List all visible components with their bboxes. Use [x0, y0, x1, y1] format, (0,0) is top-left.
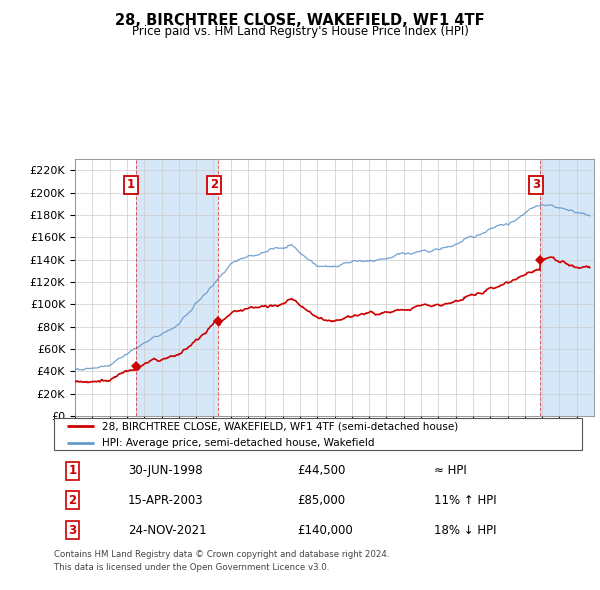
- Text: £44,500: £44,500: [297, 464, 345, 477]
- Text: 3: 3: [68, 524, 77, 537]
- Text: £85,000: £85,000: [297, 493, 345, 507]
- Text: 28, BIRCHTREE CLOSE, WAKEFIELD, WF1 4TF: 28, BIRCHTREE CLOSE, WAKEFIELD, WF1 4TF: [115, 13, 485, 28]
- Text: Contains HM Land Registry data © Crown copyright and database right 2024.
This d: Contains HM Land Registry data © Crown c…: [54, 550, 389, 572]
- Bar: [136, 159, 218, 416]
- Text: Price paid vs. HM Land Registry's House Price Index (HPI): Price paid vs. HM Land Registry's House …: [131, 25, 469, 38]
- Text: 24-NOV-2021: 24-NOV-2021: [128, 524, 206, 537]
- Text: 30-JUN-1998: 30-JUN-1998: [128, 464, 203, 477]
- Text: 1: 1: [127, 178, 135, 192]
- Text: 1: 1: [68, 464, 77, 477]
- Text: ≈ HPI: ≈ HPI: [434, 464, 467, 477]
- Bar: [541, 159, 594, 416]
- Text: 18% ↓ HPI: 18% ↓ HPI: [434, 524, 497, 537]
- Text: 28, BIRCHTREE CLOSE, WAKEFIELD, WF1 4TF (semi-detached house): 28, BIRCHTREE CLOSE, WAKEFIELD, WF1 4TF …: [101, 421, 458, 431]
- Text: £140,000: £140,000: [297, 524, 353, 537]
- Text: 15-APR-2003: 15-APR-2003: [128, 493, 203, 507]
- Text: 2: 2: [210, 178, 218, 192]
- FancyBboxPatch shape: [54, 418, 582, 450]
- Text: 3: 3: [532, 178, 540, 192]
- Text: 11% ↑ HPI: 11% ↑ HPI: [434, 493, 497, 507]
- Text: 2: 2: [68, 493, 77, 507]
- Text: HPI: Average price, semi-detached house, Wakefield: HPI: Average price, semi-detached house,…: [101, 438, 374, 448]
